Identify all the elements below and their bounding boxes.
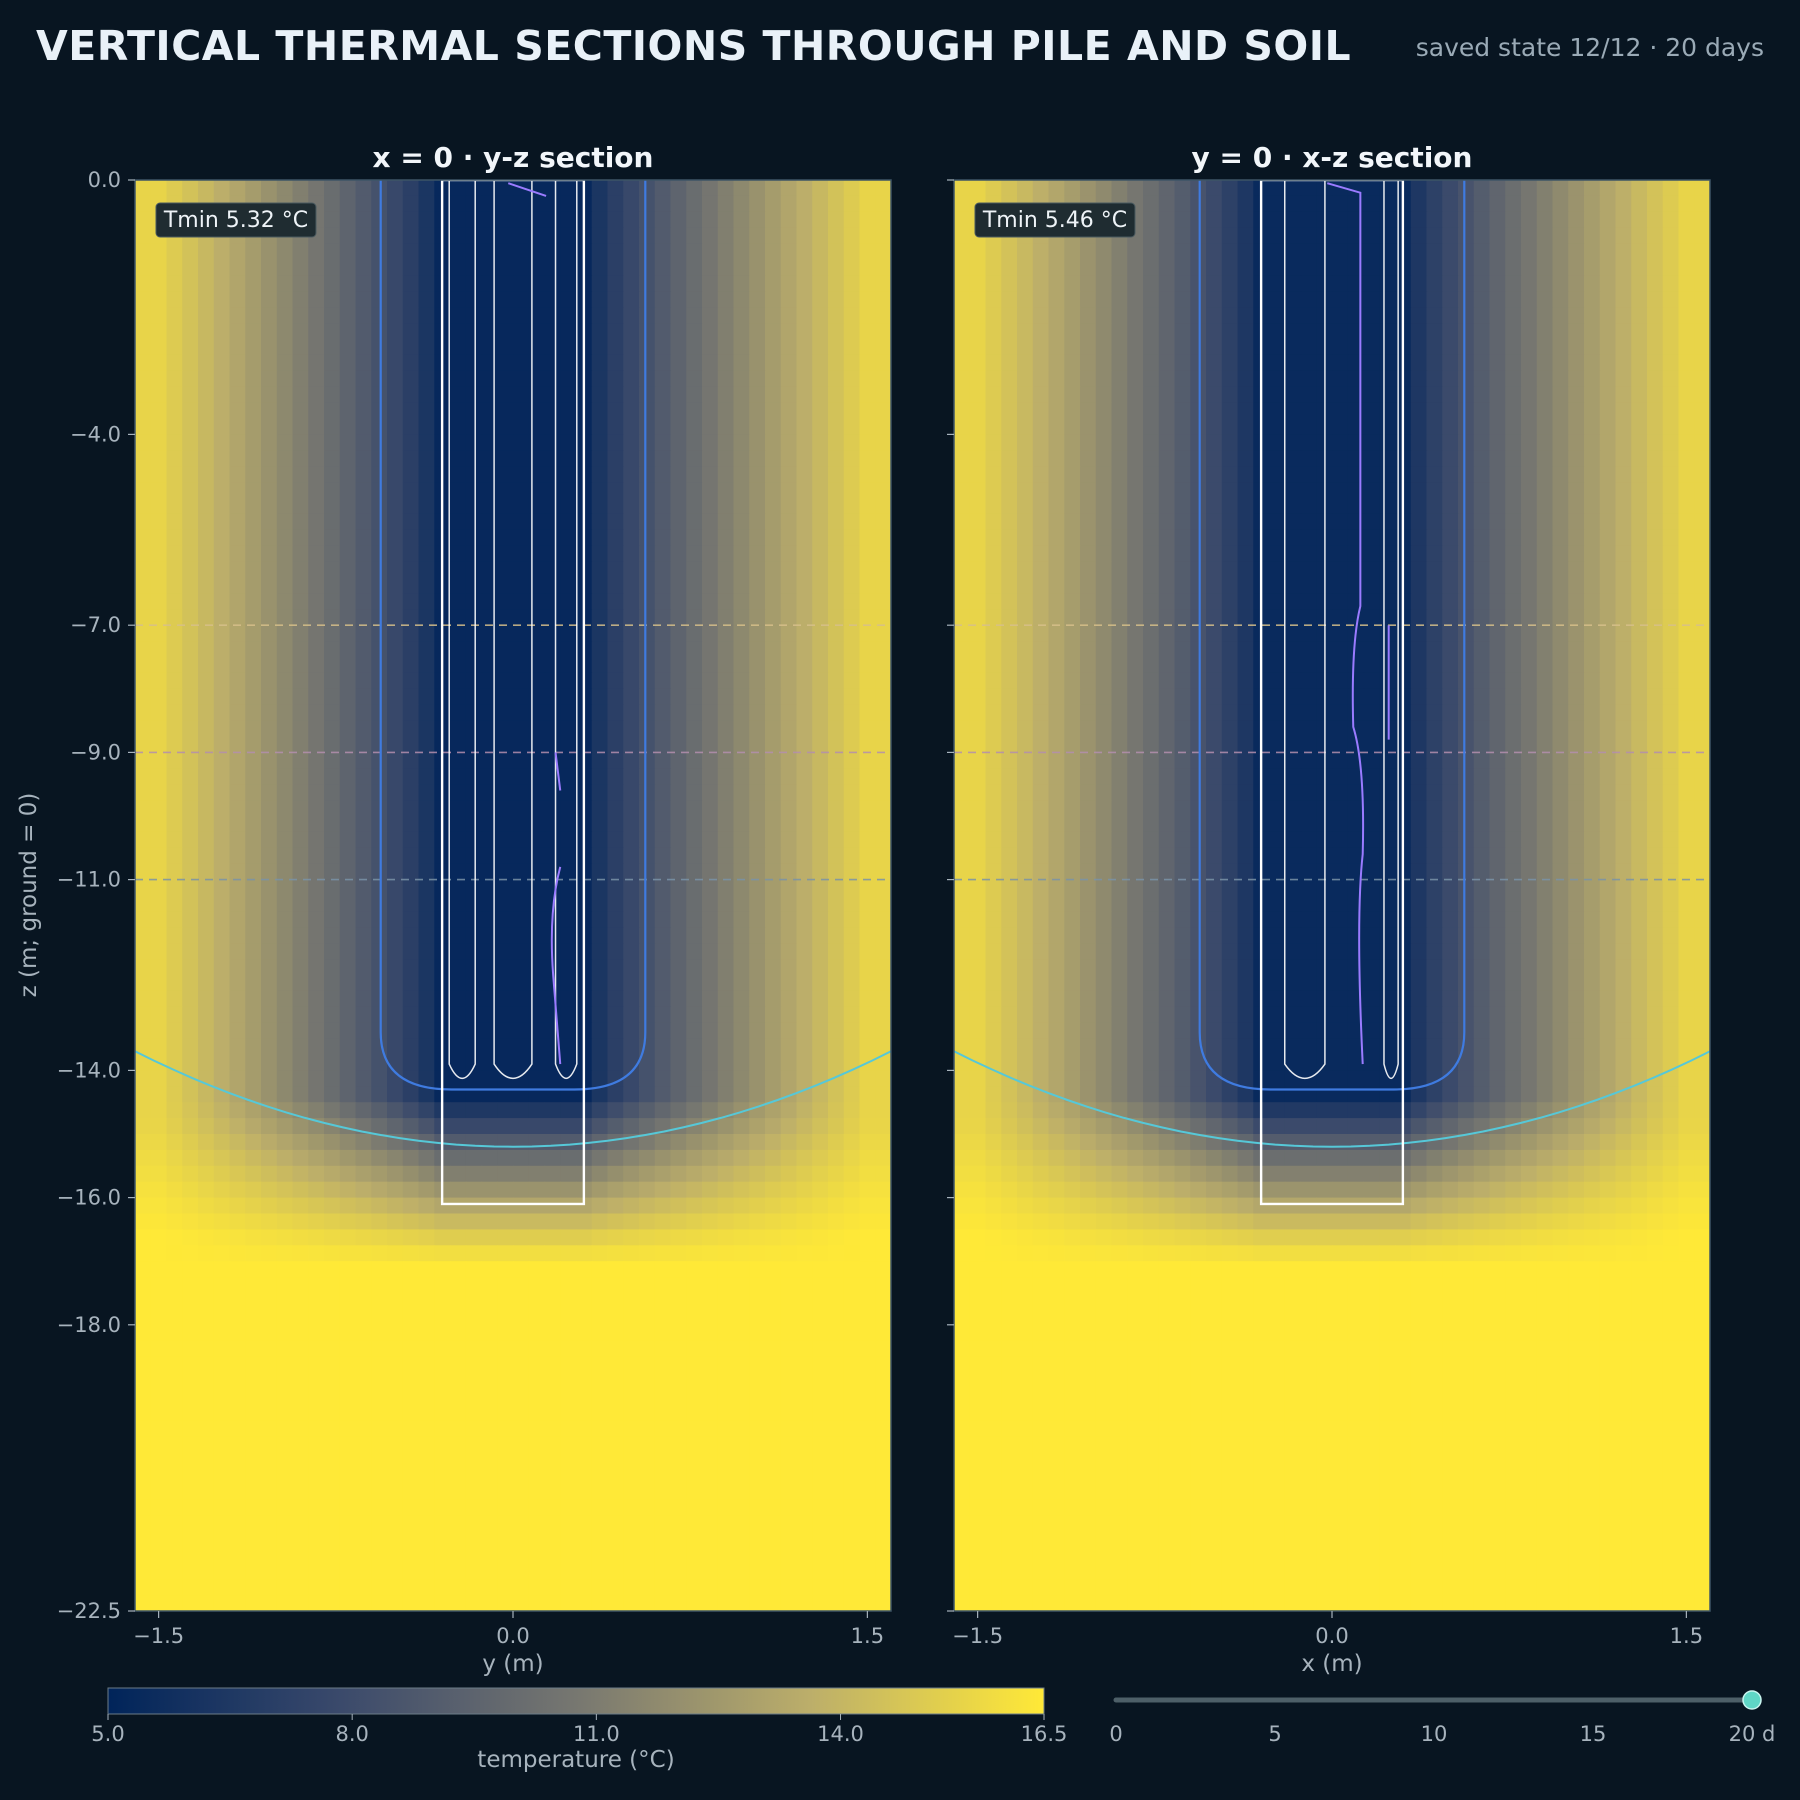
slider-tick-label: 5 [1268, 1722, 1281, 1746]
slider-tick-label: 0 [1109, 1722, 1122, 1746]
overlay-xz [954, 180, 1710, 1206]
slider-ticks: 0 5 10 15 20 d [1109, 1722, 1775, 1746]
panel-title-xz: y = 0 · x-z section [1192, 141, 1473, 174]
slider-tick-label: 10 [1421, 1722, 1448, 1746]
y-tick-label: −7.0 [70, 613, 121, 637]
warm-isotherm [135, 1050, 891, 1148]
x-axis-xz: −1.5 0.0 1.5 [952, 1611, 1703, 1648]
colorbar-tick-label: 8.0 [335, 1722, 368, 1746]
x-tick-label: 0.0 [496, 1624, 529, 1648]
panel-title-yz: x = 0 · y-z section [373, 141, 654, 174]
tmin-badge-yz: Tmin 5.32 °C [155, 202, 317, 238]
colorbar-label: temperature (°C) [477, 1747, 674, 1773]
pipe-loop [1284, 180, 1326, 1080]
slider-handle[interactable] [1742, 1690, 1762, 1710]
y-tick-label: −18.0 [57, 1313, 121, 1337]
x-tick-label: −1.5 [133, 1624, 184, 1648]
y-tick-label: −22.5 [57, 1599, 121, 1623]
min-isotherm [1327, 182, 1390, 1065]
tmin-badge-xz: Tmin 5.46 °C [974, 202, 1136, 238]
y-tick-label: −14.0 [57, 1058, 121, 1082]
pipe-loop [554, 180, 578, 1080]
colorbar-tick-label: 16.5 [1021, 1722, 1068, 1746]
x-axis-label-xz: x (m) [1301, 1651, 1362, 1677]
warm-isotherm [954, 1050, 1710, 1148]
x-axis-label-yz: y (m) [482, 1651, 543, 1677]
colorbar-gradient [107, 1687, 1045, 1715]
colorbar-tick-label: 11.0 [573, 1722, 620, 1746]
y-tick-label: −9.0 [70, 740, 121, 764]
cold-isotherm [1198, 180, 1466, 1091]
panel-xz-section: y = 0 · x-z section −1.5 0.0 1.5 x (m) Tmi… [947, 141, 1711, 1677]
y-axis-yz: 0.0 −4.0 −7.0 −9.0 −11.0 −14.0 −16.0 −18.0 −22.5 [57, 168, 135, 1623]
slider-tick-label: 15 [1580, 1722, 1607, 1746]
heatmap-xz [954, 180, 1710, 1611]
colorbar-tick-label: 14.0 [817, 1722, 864, 1746]
x-tick-label: 1.5 [1670, 1624, 1703, 1648]
colorbar: 5.0 8.0 11.0 14.0 16.5 temperature (°C) [91, 1687, 1067, 1773]
y-tick-label: −4.0 [70, 422, 121, 446]
tmin-label-xz: Tmin 5.46 °C [982, 208, 1127, 233]
x-tick-label: −1.5 [952, 1624, 1003, 1648]
x-tick-label: 0.0 [1315, 1624, 1348, 1648]
colorbar-ticks: 5.0 8.0 11.0 14.0 16.5 [91, 1714, 1067, 1746]
pile-outline [1259, 180, 1405, 1206]
x-axis-yz: −1.5 0.0 1.5 [133, 1611, 884, 1648]
overlay-yz [135, 180, 891, 1206]
tmin-label-yz: Tmin 5.32 °C [163, 208, 308, 233]
y-axis-label: z (m; ground = 0) [16, 793, 42, 998]
min-isotherm [507, 182, 562, 1065]
page-title: VERTICAL THERMAL SECTIONS THROUGH PILE A… [36, 22, 1352, 70]
cold-isotherm [379, 180, 647, 1091]
heatmap-yz [135, 180, 891, 1611]
y-tick-label: −16.0 [57, 1186, 121, 1210]
pipe-loop [493, 180, 533, 1080]
y-tick-label: 0.0 [88, 168, 121, 192]
slider-tick-label: 20 d [1729, 1722, 1776, 1746]
pipe-loop [1383, 180, 1399, 1080]
y-axis-xz [947, 179, 954, 1612]
pile-outline [440, 180, 586, 1206]
pipe-loop [448, 180, 476, 1080]
saved-state-label: saved state 12/12 · 20 days [1415, 33, 1764, 62]
panel-yz-section: x = 0 · y-z section 0.0 −4.0 −7.0 −9.0 −11.0… [16, 141, 892, 1677]
time-slider[interactable]: 0 5 10 15 20 d [1109, 1690, 1775, 1746]
y-tick-label: −11.0 [57, 868, 121, 892]
x-tick-label: 1.5 [851, 1624, 884, 1648]
colorbar-tick-label: 5.0 [91, 1722, 124, 1746]
